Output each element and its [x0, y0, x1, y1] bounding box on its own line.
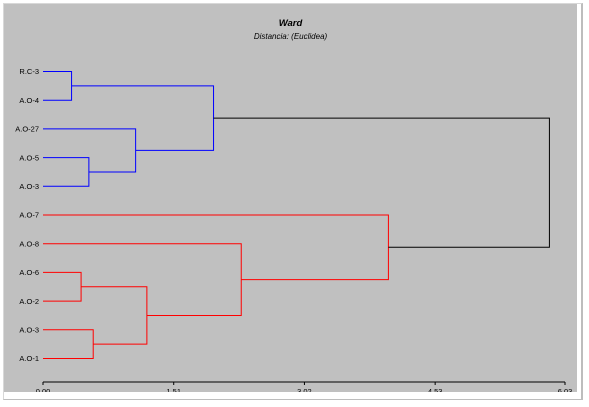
- leaf-label: A.O-2: [19, 297, 39, 306]
- chart-frame: [3, 3, 583, 400]
- dendrogram-svg: R.C-3 A.O-4 A.O-27 A.O-5 A.O-3 A.O-7 A.O-8 A.O-…: [15, 67, 573, 392]
- cluster-link: [43, 214, 389, 281]
- cluster-link: [43, 71, 73, 101]
- chart-subtitle: Distancia: (Euclidea): [253, 32, 328, 41]
- x-tick-label: 4,53: [428, 387, 443, 392]
- root-link: [213, 117, 550, 248]
- leaf-label: A.O-1: [19, 354, 39, 363]
- cluster-link: [43, 243, 242, 316]
- leaf-label: A.O-4: [19, 96, 39, 105]
- cluster-link: [43, 271, 82, 302]
- cluster-link: [71, 85, 215, 151]
- leaf-label: A.O-3: [19, 326, 39, 335]
- leaf-label: A.O-5: [19, 153, 39, 162]
- plot-area: Ward Distancia: (Euclidea) R.C-3 A.O-4 A.O…: [4, 4, 577, 392]
- leaf-label: A.O-6: [19, 268, 39, 277]
- x-tick-label: 3,02: [297, 387, 312, 392]
- leaf-label: A.O-3: [19, 182, 39, 191]
- leaf-label: R.C-3: [19, 67, 39, 76]
- cluster-link: [43, 157, 90, 187]
- x-tick-label: 6,03: [558, 387, 573, 392]
- leaf-label: A.O-27: [15, 125, 39, 134]
- x-tick-label: 1,51: [166, 387, 181, 392]
- x-tick-label: 0,00: [36, 387, 51, 392]
- leaf-label: A.O-7: [19, 211, 39, 220]
- chart-title: Ward: [278, 18, 303, 29]
- cluster-link: [81, 286, 148, 345]
- leaf-label: A.O-8: [19, 239, 39, 248]
- cluster-link: [43, 329, 94, 359]
